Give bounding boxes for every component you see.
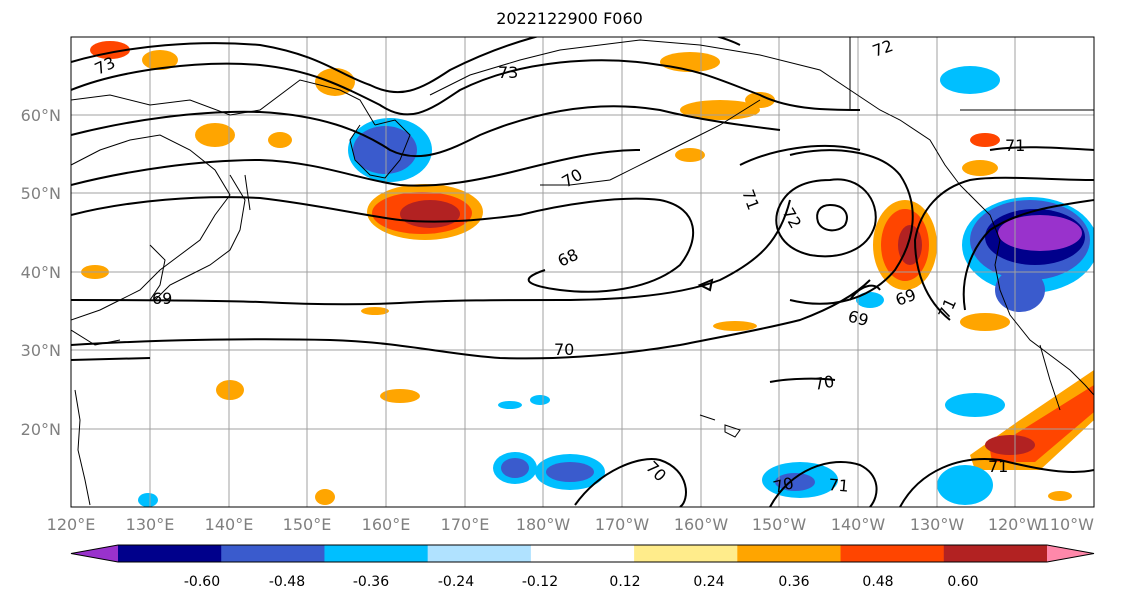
contour-label: 73 (498, 63, 518, 82)
colorbar-label: -0.60 (184, 574, 220, 590)
longitude-labels: 120°E 130°E 140°E 150°E 160°E 170°E 180°… (47, 515, 1095, 534)
colorbar-label: -0.24 (438, 574, 474, 590)
colorbar-segment (943, 545, 1048, 562)
colorbar-outline (70, 544, 1095, 563)
lat-label: 20°N (21, 420, 61, 439)
colorbar-label: 0.60 (947, 574, 978, 590)
lon-label: 120°E (47, 515, 96, 534)
contour-label: 70 (812, 372, 835, 394)
map-frame (70, 36, 1095, 508)
contour-label: 72 (870, 36, 896, 61)
contour-label: 69 (846, 307, 871, 331)
lon-label: 170°W (595, 515, 650, 534)
map-title: 2022122900 F060 (496, 9, 643, 28)
colorbar-segment (634, 545, 738, 562)
contour-label: 70 (554, 340, 574, 359)
colorbar-label: 0.48 (862, 574, 893, 590)
colorbar-segment (118, 545, 222, 562)
height-contours (71, 37, 1094, 507)
colorbar-segment (840, 545, 945, 562)
colorbar-segment (221, 545, 325, 562)
colorbar-label: 0.24 (693, 574, 724, 590)
lat-label: 60°N (21, 106, 61, 125)
lon-label: 170°E (441, 515, 490, 534)
contour-label: 71 (828, 475, 850, 496)
map-gridlines (71, 37, 1094, 507)
lat-label: 30°N (21, 341, 61, 360)
lon-label: 140°E (205, 515, 254, 534)
colorbar-labels: -0.60 -0.48 -0.36 -0.24 -0.12 0.12 0.24 … (184, 574, 979, 590)
lon-label: 160°W (674, 515, 729, 534)
lon-label: 110°W (1040, 515, 1095, 534)
lon-label: 150°E (283, 515, 332, 534)
colorbar-label: 0.36 (778, 574, 809, 590)
contour-label: 69 (152, 289, 172, 308)
colorbar-arrow-high (1047, 545, 1094, 562)
lon-label: 140°W (831, 515, 886, 534)
colorbar-label: -0.36 (353, 574, 389, 590)
colorbar-label: 0.12 (609, 574, 640, 590)
lon-label: 150°W (752, 515, 807, 534)
lon-label: 160°E (362, 515, 411, 534)
colorbar-label: -0.48 (269, 574, 305, 590)
latitude-labels: 60°N 50°N 40°N 30°N 20°N (21, 106, 61, 439)
colorbar-segment (324, 545, 429, 562)
lon-label: 130°E (126, 515, 175, 534)
map-panel: 73 73 72 71 70 71 72 68 69 69 69 71 70 7… (71, 36, 1094, 507)
colorbar (70, 544, 1095, 563)
contour-label: 70 (771, 473, 796, 497)
colorbar-label: -0.12 (522, 574, 558, 590)
lon-label: 180°W (516, 515, 571, 534)
lon-label: 130°W (910, 515, 965, 534)
lat-label: 50°N (21, 184, 61, 203)
contour-label: 71 (988, 457, 1008, 476)
colorbar-segment (530, 545, 635, 562)
colorbar-arrow-low (71, 545, 118, 562)
lat-label: 40°N (21, 263, 61, 282)
lon-label: 120°W (988, 515, 1043, 534)
colorbar-segment (427, 545, 532, 562)
colorbar-segment (737, 545, 842, 562)
contour-label: 71 (1005, 136, 1025, 155)
